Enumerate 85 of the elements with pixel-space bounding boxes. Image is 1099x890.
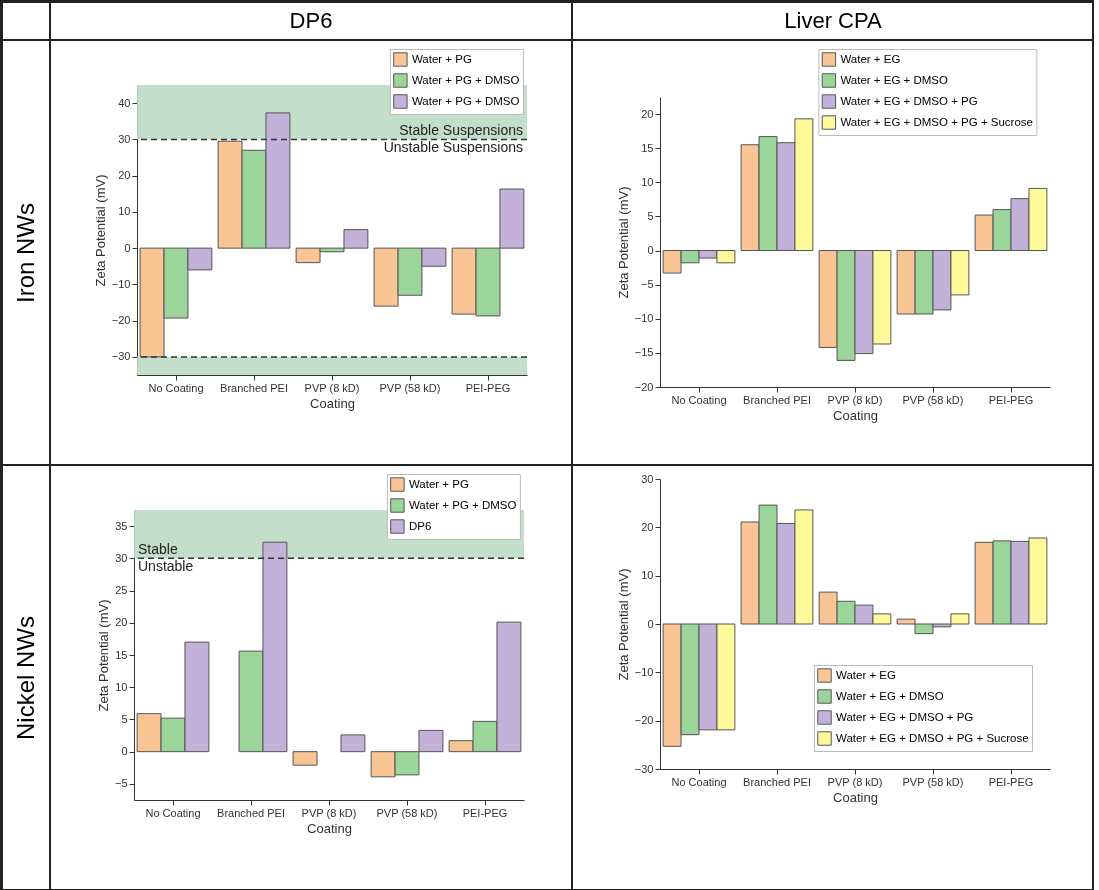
y-tick-label: 0 xyxy=(121,745,128,758)
x-tick-label: PEI-PEG xyxy=(988,775,1033,788)
x-tick-label: Branched PEI xyxy=(220,381,288,394)
y-tick-label: 40 xyxy=(118,96,131,109)
legend-label: Water + EG + DMSO xyxy=(835,689,944,702)
text: Nickel NWs xyxy=(12,615,40,740)
y-tick-label: 0 xyxy=(646,617,653,630)
x-tick-label: No Coating xyxy=(670,775,727,788)
x-tick-label: PEI-PEG xyxy=(462,806,508,819)
ref-line-label: Unstable xyxy=(138,558,194,575)
y-tick-label: 10 xyxy=(640,175,653,188)
y-tick-label: 15 xyxy=(640,141,653,154)
x-tick-label: PEI-PEG xyxy=(988,393,1033,406)
y-tick-label: 20 xyxy=(115,616,128,629)
x-axis-title: Coating xyxy=(832,789,878,805)
x-tick-label: Branched PEI xyxy=(742,775,811,788)
x-tick-label: PVP (58 kD) xyxy=(902,393,963,406)
legend-label: Water + PG xyxy=(408,477,469,490)
y-axis-title: Zeta Potential (mV) xyxy=(92,174,108,287)
bar xyxy=(340,734,366,753)
ref-line-label: Unstable Suspensions xyxy=(383,139,523,156)
y-tick-label: −10 xyxy=(634,665,653,678)
y-tick-label: 20 xyxy=(118,169,131,182)
x-tick-label: No Coating xyxy=(148,381,204,394)
y-tick-label: 10 xyxy=(115,680,128,693)
legend-label: Water + EG + DMSO xyxy=(839,73,948,86)
y-tick-label: −10 xyxy=(111,277,131,290)
legend-label: Water + PG + DMSO xyxy=(411,73,520,86)
legend-label: Water + EG + DMSO + PG + Sucrose xyxy=(835,731,1029,744)
x-axis-title: Coating xyxy=(310,395,355,411)
y-tick-label: 25 xyxy=(115,584,128,597)
y-tick-label: 5 xyxy=(121,712,128,725)
y-tick-label: −10 xyxy=(634,312,653,325)
x-tick-label: No Coating xyxy=(145,806,201,819)
y-tick-label: 35 xyxy=(115,519,128,532)
y-tick-label: 10 xyxy=(640,569,653,582)
legend-label: Water + PG + DMSO xyxy=(411,94,520,107)
y-tick-label: −20 xyxy=(634,714,653,727)
x-tick-label: PVP (8 kD) xyxy=(827,775,882,788)
bar xyxy=(292,751,318,766)
y-tick-label: 0 xyxy=(124,241,131,254)
x-tick-label: No Coating xyxy=(670,393,727,406)
y-tick-label: 20 xyxy=(640,107,653,120)
y-axis-title: Zeta Potential (mV) xyxy=(615,568,631,681)
y-tick-label: 20 xyxy=(640,520,653,533)
y-tick-label: −30 xyxy=(111,350,131,363)
y-tick-label: −15 xyxy=(634,346,653,359)
y-tick-label: 0 xyxy=(646,244,653,257)
y-tick-label: −20 xyxy=(111,314,131,327)
x-tick-label: Branched PEI xyxy=(742,393,811,406)
chart-title: DP6 xyxy=(50,2,572,40)
band-label: Stable xyxy=(138,541,178,558)
legend-label: Water + PG xyxy=(411,52,472,65)
legend-label: Water + PG + DMSO xyxy=(408,498,517,511)
x-tick-label: PVP (58 kD) xyxy=(902,775,963,788)
legend-label: Water + EG + DMSO + PG + Sucrose xyxy=(839,115,1033,128)
legend-label: Water + EG + DMSO + PG xyxy=(839,94,978,107)
legend-label: Water + EG xyxy=(839,52,900,65)
x-tick-label: PVP (8 kD) xyxy=(304,381,360,394)
y-axis-title: Zeta Potential (mV) xyxy=(615,186,631,299)
y-tick-label: −5 xyxy=(114,777,128,790)
y-tick-label: −20 xyxy=(634,380,653,393)
x-axis-title: Coating xyxy=(832,407,878,423)
chart-title: Liver CPA xyxy=(572,2,1094,40)
x-tick-label: PVP (8 kD) xyxy=(301,806,357,819)
y-tick-label: 5 xyxy=(646,209,653,222)
x-tick-label: PEI-PEG xyxy=(465,381,511,394)
y-tick-label: −5 xyxy=(640,278,653,291)
x-tick-label: PVP (58 kD) xyxy=(379,381,441,394)
x-axis-title: Coating xyxy=(307,820,352,836)
y-tick-label: −30 xyxy=(634,762,653,775)
x-tick-label: PVP (8 kD) xyxy=(827,393,882,406)
y-tick-label: 10 xyxy=(118,205,131,218)
x-tick-label: PVP (58 kD) xyxy=(376,806,438,819)
legend-label: Water + EG + DMSO + PG xyxy=(835,710,973,723)
band-label: Stable Suspensions xyxy=(399,122,523,139)
y-tick-label: 30 xyxy=(118,132,131,145)
x-tick-label: Branched PEI xyxy=(217,806,285,819)
y-tick-label: 30 xyxy=(115,551,128,564)
y-tick-label: 30 xyxy=(640,472,653,485)
text: Iron NWs xyxy=(12,202,40,303)
y-tick-label: 15 xyxy=(115,648,128,661)
legend-label: DP6 xyxy=(408,519,432,532)
y-axis-title: Zeta Potential (mV) xyxy=(95,599,111,712)
legend-label: Water + EG xyxy=(835,668,896,681)
